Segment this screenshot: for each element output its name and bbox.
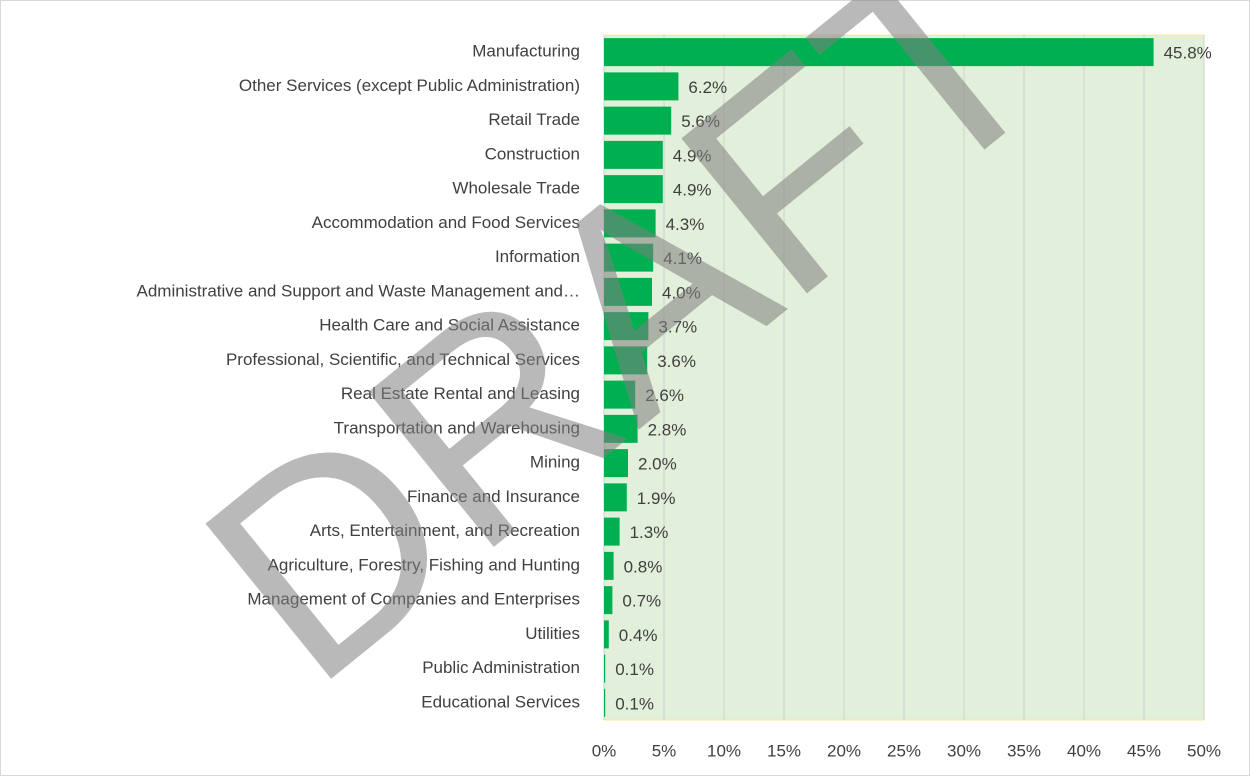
y-tick-label: Other Services (except Public Administra…: [239, 76, 580, 95]
y-tick-label: Educational Services: [421, 692, 580, 711]
bar: [604, 483, 627, 512]
bar: [604, 688, 606, 717]
y-tick-label: Agriculture, Forestry, Fishing and Hunti…: [268, 555, 580, 574]
bar: [604, 140, 663, 169]
bar: [604, 312, 649, 341]
value-label: 4.9%: [673, 181, 712, 200]
y-tick-label: Management of Companies and Enterprises: [247, 590, 580, 609]
y-tick-label: Information: [495, 247, 580, 266]
value-label: 2.8%: [648, 420, 687, 439]
plot: 0% 5% 10% 15% 20% 25% 30% 35% 40% 45% 50% Manufactu…: [136, 35, 1221, 760]
y-tick-label: Arts, Entertainment, and Recreation: [310, 521, 580, 540]
value-label: 3.7%: [658, 318, 697, 337]
value-label: 0.1%: [615, 660, 654, 679]
x-tick-label: 20%: [827, 741, 861, 760]
bar: [604, 243, 654, 272]
y-tick-label: Retail Trade: [488, 110, 580, 129]
value-label: 0.7%: [622, 592, 661, 611]
bar: [604, 38, 1154, 67]
value-label: 5.6%: [681, 112, 720, 131]
value-label: 2.0%: [638, 455, 677, 474]
x-tick-label: 50%: [1187, 741, 1221, 760]
value-label: 2.6%: [645, 386, 684, 405]
x-tick-label: 35%: [1007, 741, 1041, 760]
bar: [604, 551, 614, 580]
x-tick-label: 0%: [592, 741, 617, 760]
bar: [604, 106, 672, 135]
value-label: 45.8%: [1164, 44, 1212, 63]
bar: [604, 72, 679, 101]
x-tick-label: 40%: [1067, 741, 1101, 760]
value-label: 4.1%: [663, 249, 702, 268]
bar: [604, 175, 663, 204]
y-tick-label: Utilities: [525, 624, 580, 643]
bar: [604, 380, 636, 409]
value-label: 1.9%: [637, 489, 676, 508]
value-label: 4.9%: [673, 146, 712, 165]
x-tick-label: 5%: [652, 741, 677, 760]
y-tick-label: Manufacturing: [472, 42, 580, 61]
bar: [604, 449, 628, 478]
value-label: 0.8%: [624, 557, 663, 576]
y-tick-label: Wholesale Trade: [452, 179, 580, 198]
bar: [604, 517, 620, 546]
y-tick-label: Construction: [485, 144, 580, 163]
value-label: 3.6%: [657, 352, 696, 371]
y-tick-label: Real Estate Rental and Leasing: [341, 384, 580, 403]
y-tick-label: Health Care and Social Assistance: [319, 316, 580, 335]
bar: [604, 277, 652, 306]
bar: [604, 414, 638, 443]
y-tick-label: Mining: [530, 453, 580, 472]
y-tick-label: Transportation and Warehousing: [334, 418, 580, 437]
value-label: 6.2%: [688, 78, 727, 97]
y-tick-label: Administrative and Support and Waste Man…: [136, 281, 580, 300]
value-label: 0.4%: [619, 626, 658, 645]
x-tick-label: 45%: [1127, 741, 1161, 760]
x-tick-label: 15%: [767, 741, 801, 760]
y-tick-label: Professional, Scientific, and Technical …: [226, 350, 580, 369]
bar: [604, 209, 656, 238]
bar: [604, 654, 606, 683]
y-tick-label: Finance and Insurance: [407, 487, 580, 506]
x-tick-label: 30%: [947, 741, 981, 760]
value-label: 4.3%: [666, 215, 705, 234]
value-label: 0.1%: [615, 694, 654, 713]
bar: [604, 346, 648, 375]
value-label: 4.0%: [662, 283, 701, 302]
value-label: 1.3%: [630, 523, 669, 542]
bar: [604, 620, 609, 649]
y-tick-label: Public Administration: [422, 658, 580, 677]
x-tick-label: 10%: [707, 741, 741, 760]
bar: [604, 586, 613, 615]
x-tick-label: 25%: [887, 741, 921, 760]
y-tick-label: Accommodation and Food Services: [312, 213, 580, 232]
